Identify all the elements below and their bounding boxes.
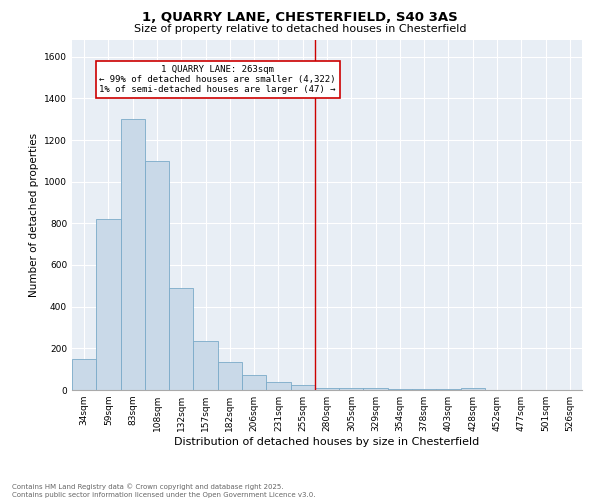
Bar (315, 388, 339, 390)
Bar (72, 359, 96, 390)
Bar (266, 382, 290, 390)
Bar (388, 389, 412, 390)
Bar (461, 388, 485, 390)
Bar (145, 161, 169, 390)
Bar (364, 388, 388, 390)
Bar (412, 389, 436, 390)
Text: 1 QUARRY LANE: 263sqm
← 99% of detached houses are smaller (4,322)
1% of semi-de: 1 QUARRY LANE: 263sqm ← 99% of detached … (100, 64, 336, 94)
Text: Contains HM Land Registry data © Crown copyright and database right 2025.
Contai: Contains HM Land Registry data © Crown c… (12, 484, 316, 498)
Bar (121, 119, 145, 390)
X-axis label: Distribution of detached houses by size in Chesterfield: Distribution of detached houses by size … (175, 437, 479, 447)
Bar (218, 362, 242, 390)
Y-axis label: Number of detached properties: Number of detached properties (29, 133, 38, 297)
Bar (290, 385, 315, 390)
Bar (96, 219, 121, 390)
Text: 1, QUARRY LANE, CHESTERFIELD, S40 3AS: 1, QUARRY LANE, CHESTERFIELD, S40 3AS (142, 11, 458, 24)
Text: Size of property relative to detached houses in Chesterfield: Size of property relative to detached ho… (134, 24, 466, 34)
Bar (242, 376, 266, 390)
Bar (169, 288, 193, 390)
Bar (339, 388, 364, 390)
Bar (193, 341, 218, 390)
Bar (436, 389, 461, 390)
